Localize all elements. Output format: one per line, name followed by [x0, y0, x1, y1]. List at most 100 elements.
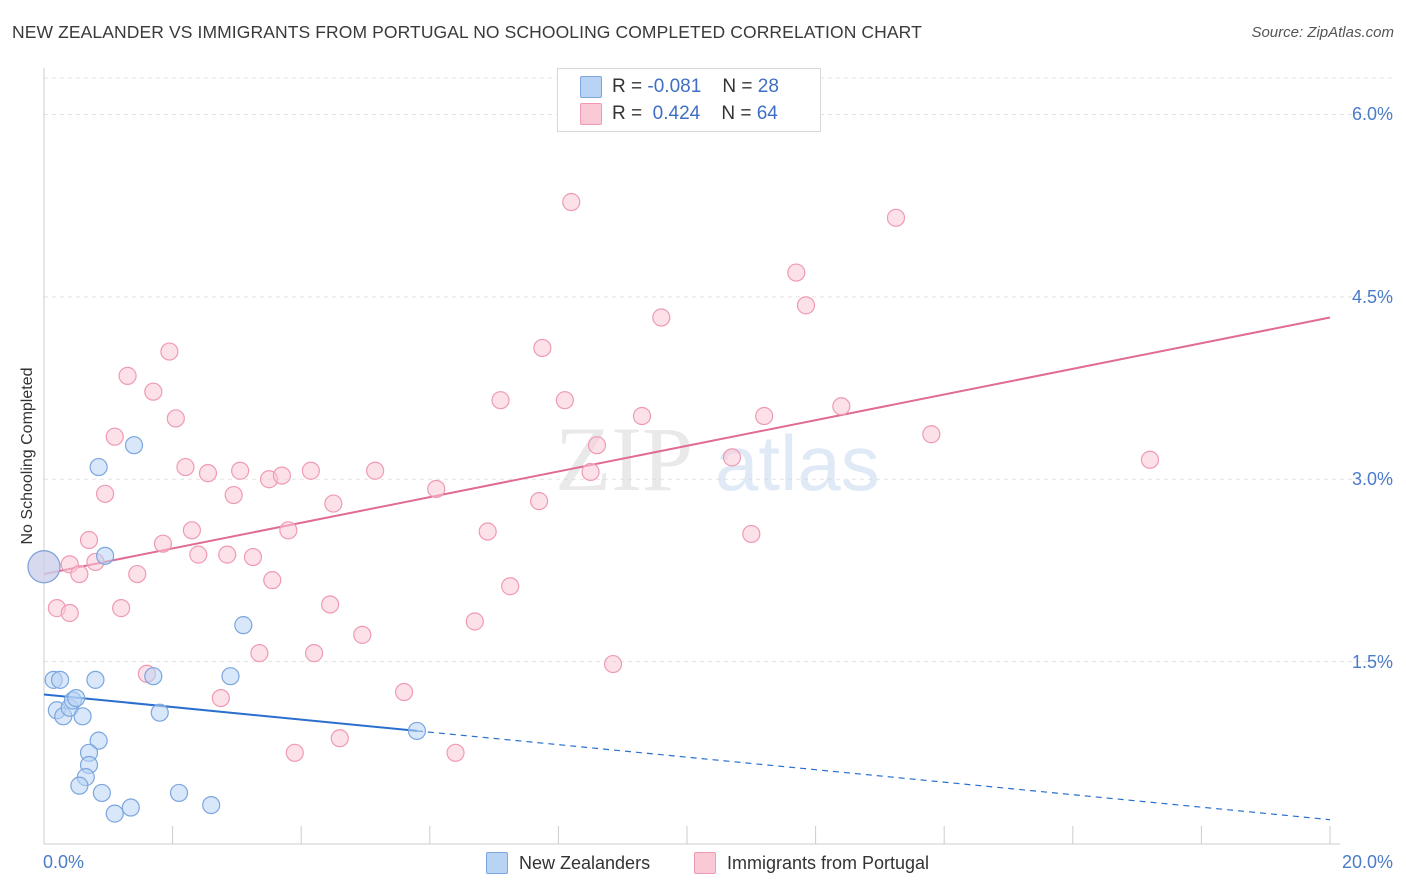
point-portugal: [211, 688, 230, 708]
point-new-zealanders: [89, 731, 108, 750]
point-new-zealanders: [70, 776, 89, 795]
point-new-zealanders: [89, 457, 108, 477]
point-new-zealanders: [50, 670, 70, 689]
point-portugal: [427, 479, 446, 499]
point-portugal: [198, 464, 218, 483]
point-portugal: [562, 192, 581, 212]
point-portugal: [304, 644, 324, 663]
n-value: 64: [756, 103, 778, 124]
point-portugal: [153, 534, 173, 553]
point-portugal: [70, 564, 89, 584]
point-portugal: [533, 338, 552, 358]
point-portugal: [160, 342, 179, 361]
point-portugal: [1140, 450, 1160, 469]
point-portugal: [722, 448, 742, 467]
point-portugal: [112, 599, 131, 618]
stats-legend: R = -0.081 N = 28 R = 0.424 N = 64: [557, 68, 821, 132]
point-portugal: [353, 625, 372, 644]
n-label: N =: [721, 103, 752, 124]
point-portugal: [166, 409, 185, 428]
point-portugal: [501, 577, 520, 596]
point-portugal: [243, 547, 263, 567]
legend-swatch-blue: [580, 76, 602, 98]
point-new-zealanders: [234, 616, 253, 635]
chart-title: NEW ZEALANDER VS IMMIGRANTS FROM PORTUGA…: [12, 22, 922, 42]
point-new-zealanders: [27, 550, 61, 584]
point-portugal: [330, 729, 349, 748]
point-portugal: [128, 564, 147, 584]
watermark: ZIP atlas: [555, 408, 880, 510]
point-portugal: [144, 382, 163, 401]
point-portugal: [189, 545, 208, 564]
point-portugal: [581, 462, 600, 482]
point-new-zealanders: [105, 804, 124, 823]
y-tick-label: 4.5%: [1351, 286, 1393, 307]
point-portugal: [742, 524, 761, 544]
point-portugal: [603, 654, 623, 674]
point-new-zealanders: [169, 783, 189, 803]
point-portugal: [922, 425, 941, 444]
point-portugal: [886, 208, 906, 227]
point-portugal: [587, 436, 607, 455]
legend-item-new-zealanders[interactable]: New Zealanders: [486, 852, 650, 874]
point-portugal: [394, 682, 414, 702]
legend-swatch-pink: [694, 852, 716, 874]
legend-item-portugal[interactable]: Immigrants from Portugal: [694, 852, 929, 874]
point-new-zealanders: [202, 795, 221, 815]
point-new-zealanders: [407, 721, 427, 741]
point-portugal: [95, 484, 115, 503]
x-tick-label-max: 20.0%: [1341, 852, 1393, 872]
point-portugal: [272, 466, 292, 485]
point-portugal: [301, 461, 320, 480]
point-portugal: [263, 571, 282, 590]
point-portugal: [279, 521, 298, 540]
point-portugal: [231, 461, 250, 480]
trend-lines: [43, 316, 1331, 821]
point-portugal: [218, 545, 237, 564]
point-new-zealanders: [124, 436, 144, 455]
point-portugal: [478, 522, 497, 541]
grid-lines: [44, 77, 1394, 663]
point-new-zealanders: [150, 703, 169, 722]
point-portugal: [224, 485, 243, 505]
point-portugal: [118, 366, 137, 385]
point-new-zealanders: [92, 783, 111, 803]
point-portugal: [787, 263, 806, 282]
r-label: R =: [612, 103, 643, 124]
x-tick-label-min: 0.0%: [43, 852, 85, 872]
r-value: -0.081: [647, 76, 702, 97]
legend-swatch-pink: [580, 103, 602, 125]
n-label: N =: [722, 76, 753, 97]
point-portugal: [465, 612, 484, 631]
point-new-zealanders: [73, 707, 92, 726]
point-new-zealanders: [221, 667, 240, 686]
r-value: 0.424: [652, 103, 701, 124]
point-portugal: [79, 530, 99, 550]
trend-line-portugal: [43, 316, 1331, 576]
point-portugal: [530, 492, 549, 511]
point-new-zealanders: [67, 688, 86, 708]
n-value: 28: [757, 76, 779, 97]
point-portugal: [176, 457, 195, 477]
point-portugal: [60, 603, 79, 623]
point-portugal: [250, 644, 269, 663]
point-portugal: [832, 397, 851, 416]
point-portugal: [491, 391, 510, 410]
point-portugal: [105, 427, 124, 446]
point-portugal: [366, 461, 385, 480]
source-label: Source: ZipAtlas.com: [1251, 24, 1394, 41]
point-portugal: [285, 743, 304, 762]
point-new-zealanders: [86, 670, 105, 689]
legend-label: Immigrants from Portugal: [727, 852, 930, 873]
r-label: R =: [612, 76, 643, 97]
data-points: [27, 192, 1160, 823]
point-portugal: [632, 406, 652, 426]
y-tick-label: 1.5%: [1351, 651, 1393, 672]
y-tick-label: 6.0%: [1351, 104, 1393, 125]
point-portugal: [446, 743, 465, 762]
point-portugal: [755, 406, 774, 426]
point-new-zealanders: [95, 546, 115, 565]
point-portugal: [555, 391, 574, 410]
point-portugal: [652, 308, 671, 327]
